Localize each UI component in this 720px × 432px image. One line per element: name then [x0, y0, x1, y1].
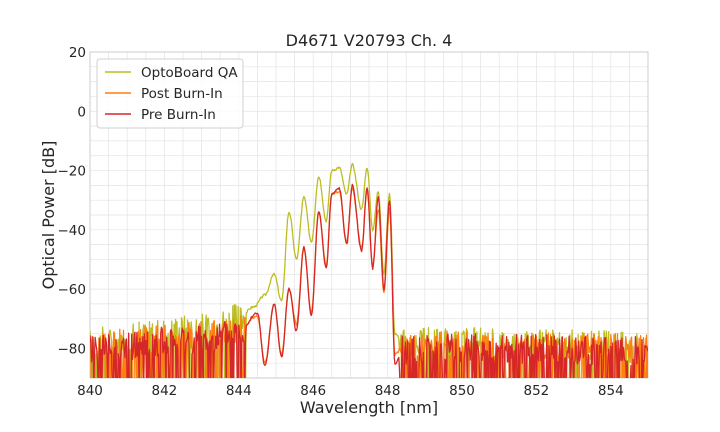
legend-entry: Pre Burn-In	[141, 107, 216, 123]
chart-title: D4671 V20793 Ch. 4	[286, 31, 453, 50]
x-tick-label: 844	[226, 383, 252, 399]
y-axis-label: Optical Power [dB]	[39, 141, 58, 290]
y-tick-label: −20	[58, 164, 87, 180]
x-tick-label: 848	[375, 383, 401, 399]
y-tick-label: −60	[58, 282, 87, 298]
y-tick-label: 0	[77, 104, 86, 120]
x-tick-label: 854	[598, 383, 624, 399]
series-layer	[90, 162, 648, 378]
legend-entry: Post Burn-In	[141, 86, 223, 102]
tick-labels: 840 842 844 846 848 850 852 854 20 0 −20 −40 −60 −80	[58, 45, 624, 399]
x-tick-label: 850	[449, 383, 475, 399]
x-tick-label: 840	[77, 383, 103, 399]
legend-entry: OptoBoard QA	[141, 65, 238, 81]
legend: OptoBoard QA Post Burn-In Pre Burn-In	[96, 58, 244, 129]
plot-frame	[89, 51, 649, 379]
y-tick-label: −40	[58, 223, 87, 239]
y-tick-label: 20	[69, 45, 86, 61]
x-tick-label: 852	[524, 383, 550, 399]
y-tick-label: −80	[58, 341, 87, 357]
x-tick-label: 842	[152, 383, 178, 399]
legend-box	[96, 58, 244, 129]
x-axis-label: Wavelength [nm]	[300, 398, 438, 417]
series-line	[90, 183, 648, 378]
x-tick-label: 846	[300, 383, 326, 399]
